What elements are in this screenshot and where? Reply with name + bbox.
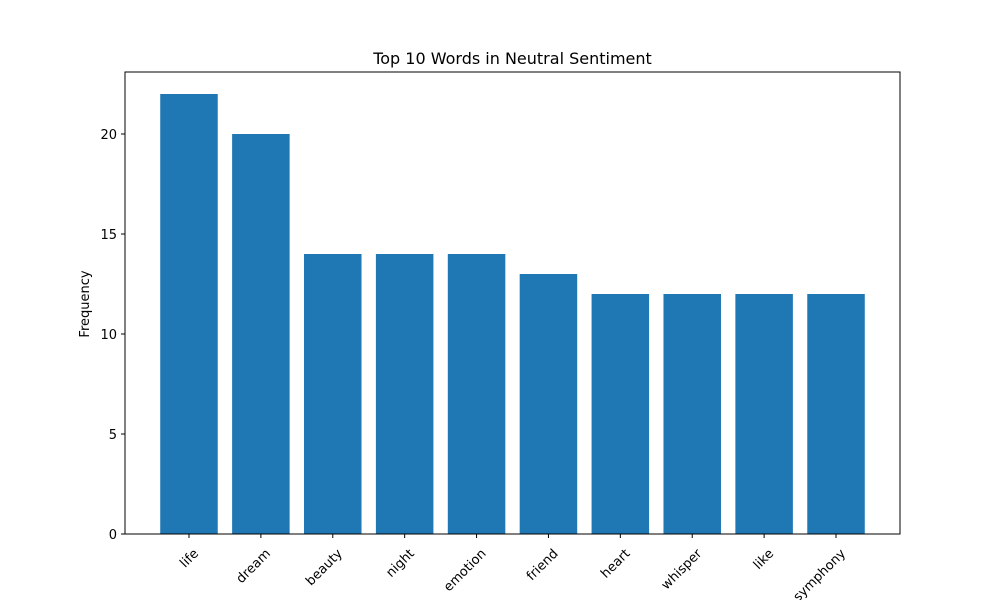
x-tick-label: emotion	[441, 546, 489, 594]
plot-frame	[124, 71, 901, 535]
y-tick-label: 20	[100, 128, 117, 143]
x-tick-label: heart	[598, 546, 633, 581]
x-tick-label: night	[383, 546, 417, 580]
bar-group	[160, 94, 865, 534]
x-tick-label: beauty	[303, 546, 346, 589]
bar-friend	[519, 274, 578, 534]
chart-title: Top 10 Words in Neutral Sentiment	[372, 49, 652, 68]
bar-beauty	[304, 254, 362, 534]
bar-heart	[591, 294, 650, 534]
bar-like	[735, 294, 793, 534]
bar-dream	[232, 134, 290, 534]
x-tick-label: life	[177, 546, 202, 571]
bar-emotion	[447, 254, 506, 534]
bar-whisper	[663, 294, 721, 534]
y-tick-label: 5	[109, 428, 117, 443]
x-tick-label: friend	[524, 546, 561, 583]
y-axis-label: Frequency	[78, 270, 93, 337]
bar-night	[375, 254, 434, 534]
x-tick-label: dream	[234, 546, 274, 586]
x-tick-label: whisper	[659, 546, 706, 593]
y-tick-label: 10	[100, 328, 117, 343]
y-axis-ticks: 0 5 10 15 20	[100, 128, 125, 543]
x-tick-label: like	[751, 546, 777, 572]
bar-symphony	[807, 294, 865, 534]
x-tick-label: symphony	[791, 546, 850, 600]
bar-life	[160, 94, 218, 534]
y-tick-label: 15	[100, 228, 117, 243]
y-tick-label: 0	[109, 528, 117, 543]
x-axis-ticks: life dream beauty night emotion friend heart wh…	[177, 534, 849, 600]
